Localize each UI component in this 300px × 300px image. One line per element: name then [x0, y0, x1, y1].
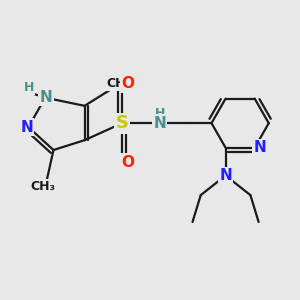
Text: O: O	[122, 154, 135, 169]
Text: N: N	[153, 116, 166, 131]
Text: N: N	[20, 120, 33, 135]
Text: N: N	[253, 140, 266, 155]
Text: S: S	[116, 114, 129, 132]
Text: N: N	[40, 90, 52, 105]
Text: H: H	[154, 107, 165, 120]
Text: N: N	[219, 168, 232, 183]
Text: CH₃: CH₃	[31, 180, 56, 193]
Text: CH₃: CH₃	[106, 77, 131, 90]
Text: H: H	[24, 81, 34, 94]
Text: O: O	[122, 76, 135, 92]
